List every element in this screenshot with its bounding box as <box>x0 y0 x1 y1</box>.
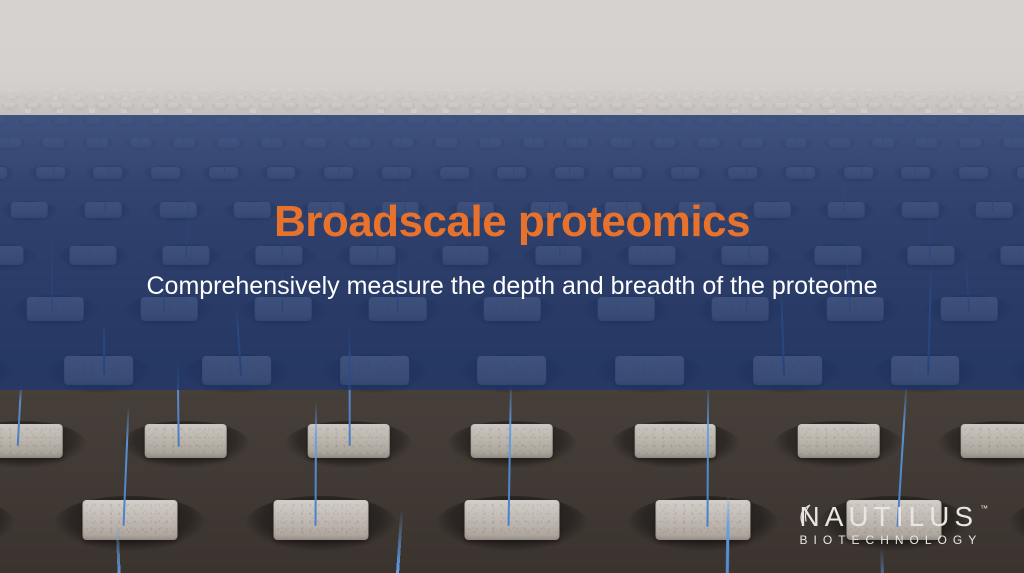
hero-subtitle: Comprehensively measure the depth and br… <box>146 265 877 308</box>
logo-name: NAUTILUS <box>800 503 978 531</box>
brand-logo: NAUTILUS ™ BIOTECHNOLOGY <box>800 503 988 547</box>
logo-tagline: BIOTECHNOLOGY <box>800 533 988 547</box>
hero-title: Broadscale proteomics <box>274 197 750 247</box>
hero-slide: ————————————————————————————————————————… <box>0 0 1024 573</box>
logo-wordmark: NAUTILUS ™ <box>800 503 988 531</box>
logo-trademark: ™ <box>980 505 988 513</box>
text-overlay-panel: Broadscale proteomics Comprehensively me… <box>0 115 1024 390</box>
